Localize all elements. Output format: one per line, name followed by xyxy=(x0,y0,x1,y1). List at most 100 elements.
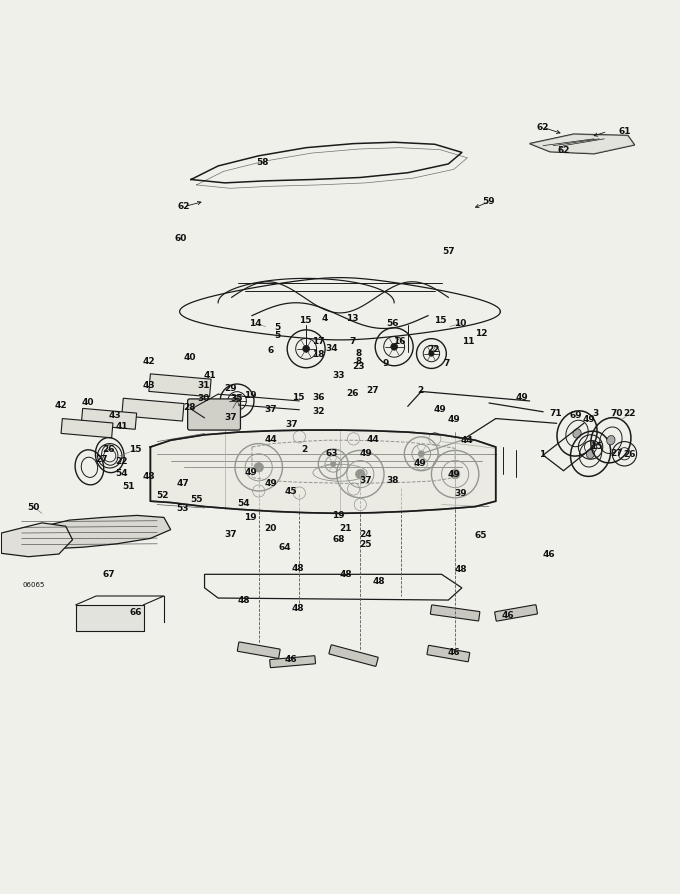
Text: 66: 66 xyxy=(129,608,141,617)
FancyBboxPatch shape xyxy=(430,605,480,621)
Circle shape xyxy=(356,469,365,479)
Text: 15: 15 xyxy=(590,442,602,451)
Text: 46: 46 xyxy=(447,648,460,657)
Text: 46: 46 xyxy=(285,655,298,664)
Text: 49: 49 xyxy=(515,393,528,402)
FancyBboxPatch shape xyxy=(270,655,316,668)
Text: 49: 49 xyxy=(583,415,596,424)
Text: 41: 41 xyxy=(116,421,129,431)
Text: 54: 54 xyxy=(237,500,250,509)
Text: 49: 49 xyxy=(447,415,460,424)
Circle shape xyxy=(450,469,460,479)
Text: 24: 24 xyxy=(360,530,372,539)
FancyBboxPatch shape xyxy=(427,645,470,662)
Circle shape xyxy=(391,343,398,350)
Text: 51: 51 xyxy=(122,483,135,492)
Polygon shape xyxy=(76,605,143,631)
Text: 27: 27 xyxy=(95,455,108,464)
Text: 27: 27 xyxy=(610,449,623,458)
Text: 23: 23 xyxy=(353,362,365,371)
Text: 67: 67 xyxy=(102,570,115,579)
FancyBboxPatch shape xyxy=(81,409,137,429)
Circle shape xyxy=(234,398,240,404)
Text: 43: 43 xyxy=(109,411,122,420)
Text: 38: 38 xyxy=(386,476,399,485)
FancyBboxPatch shape xyxy=(494,604,537,621)
Text: 43: 43 xyxy=(143,381,155,390)
Polygon shape xyxy=(1,523,73,557)
Text: 32: 32 xyxy=(312,407,324,416)
Text: 19: 19 xyxy=(244,513,257,522)
Text: 42: 42 xyxy=(54,401,67,410)
Text: 37: 37 xyxy=(265,405,277,414)
Text: 65: 65 xyxy=(475,531,487,540)
Text: 70: 70 xyxy=(610,409,623,418)
Text: 46: 46 xyxy=(542,550,555,559)
Text: 29: 29 xyxy=(224,384,237,393)
Text: 16: 16 xyxy=(393,337,406,346)
Text: 31: 31 xyxy=(197,381,209,390)
Text: 48: 48 xyxy=(454,565,467,574)
Text: 48: 48 xyxy=(339,570,352,579)
FancyBboxPatch shape xyxy=(188,399,241,430)
Circle shape xyxy=(303,345,309,352)
Text: 14: 14 xyxy=(249,319,262,328)
Text: 58: 58 xyxy=(256,158,269,167)
Text: 12: 12 xyxy=(475,329,487,338)
FancyBboxPatch shape xyxy=(61,418,113,438)
Text: 61: 61 xyxy=(618,127,630,136)
FancyBboxPatch shape xyxy=(149,374,211,397)
Text: 46: 46 xyxy=(502,611,514,620)
Text: 27: 27 xyxy=(367,386,379,395)
Text: 49: 49 xyxy=(447,470,460,479)
Text: 15: 15 xyxy=(299,316,311,325)
Text: 26: 26 xyxy=(624,450,636,459)
Text: 53: 53 xyxy=(177,504,189,513)
Text: 62: 62 xyxy=(537,122,549,131)
FancyBboxPatch shape xyxy=(329,645,378,666)
Text: 37: 37 xyxy=(224,413,237,422)
Polygon shape xyxy=(150,430,496,513)
Text: 44: 44 xyxy=(461,436,474,445)
Text: 48: 48 xyxy=(373,578,386,586)
Circle shape xyxy=(330,461,336,467)
FancyBboxPatch shape xyxy=(237,642,280,658)
Text: 40: 40 xyxy=(184,353,196,362)
Text: 18: 18 xyxy=(312,350,324,359)
Text: 60: 60 xyxy=(175,234,187,243)
Text: 34: 34 xyxy=(326,343,338,352)
FancyBboxPatch shape xyxy=(122,398,184,421)
Text: 28: 28 xyxy=(184,402,196,411)
Text: 44: 44 xyxy=(265,435,277,444)
Text: 49: 49 xyxy=(244,468,257,477)
Text: 48: 48 xyxy=(292,564,305,573)
Text: 25: 25 xyxy=(360,540,372,549)
Text: 8: 8 xyxy=(356,349,362,358)
Text: 36: 36 xyxy=(312,393,324,402)
Text: 10: 10 xyxy=(454,319,466,328)
Text: 22: 22 xyxy=(427,345,440,354)
Text: 71: 71 xyxy=(549,409,562,418)
Text: 57: 57 xyxy=(442,248,455,257)
Text: 49: 49 xyxy=(265,479,277,488)
Text: 15: 15 xyxy=(292,393,304,402)
Text: 39: 39 xyxy=(454,489,467,498)
Circle shape xyxy=(418,451,424,457)
Text: 22: 22 xyxy=(116,457,129,466)
Text: 19: 19 xyxy=(333,510,345,520)
Text: 49: 49 xyxy=(413,459,426,468)
Text: 69: 69 xyxy=(569,411,582,420)
Text: 56: 56 xyxy=(386,319,399,328)
Text: 48: 48 xyxy=(237,596,250,605)
Text: 06065: 06065 xyxy=(22,582,45,588)
Text: 26: 26 xyxy=(102,445,115,454)
Text: 47: 47 xyxy=(177,479,189,488)
Text: 2: 2 xyxy=(417,386,423,395)
Text: 2: 2 xyxy=(302,445,308,454)
Text: 37: 37 xyxy=(360,476,372,485)
Text: 33: 33 xyxy=(333,371,345,380)
Text: 45: 45 xyxy=(285,487,298,496)
Text: 15: 15 xyxy=(129,445,141,454)
Text: 5: 5 xyxy=(275,331,281,340)
Text: 1: 1 xyxy=(539,450,545,459)
